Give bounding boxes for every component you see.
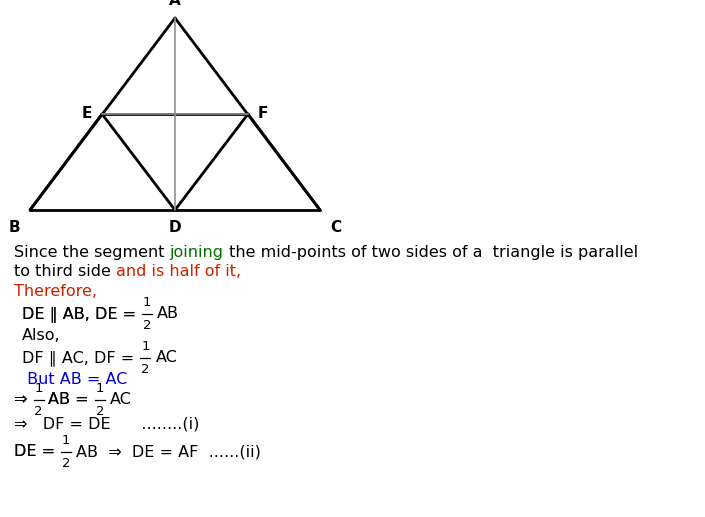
Text: AB: AB [157, 307, 179, 322]
Text: to third side: to third side [14, 265, 116, 280]
Text: 1: 1 [62, 434, 70, 447]
Text: 2: 2 [96, 405, 104, 418]
Text: DE =: DE = [14, 445, 60, 460]
Text: the mid-points of two sides of a  triangle is parallel: the mid-points of two sides of a triangl… [223, 245, 638, 260]
Text: Also,: Also, [22, 328, 61, 343]
Text: D: D [168, 220, 181, 235]
Text: 1: 1 [96, 382, 104, 395]
Text: AB =: AB = [49, 392, 94, 407]
Text: 2: 2 [35, 405, 43, 418]
Text: 2: 2 [141, 363, 149, 376]
Text: DE =: DE = [14, 445, 60, 460]
Text: DE ∥ AB, DE =: DE ∥ AB, DE = [22, 306, 141, 322]
Text: E: E [82, 107, 92, 121]
Text: 1: 1 [141, 340, 149, 353]
Text: and is half of it,: and is half of it, [116, 265, 241, 280]
Text: But AB = AC: But AB = AC [22, 373, 128, 388]
Text: AB  ⇒  DE = AF  ......(ii): AB ⇒ DE = AF ......(ii) [76, 445, 261, 460]
Text: 1: 1 [143, 296, 152, 309]
Text: B: B [8, 220, 20, 235]
Text: A: A [169, 0, 181, 8]
Text: DF ∥ AC, DF =: DF ∥ AC, DF = [22, 350, 140, 366]
Text: F: F [258, 107, 269, 121]
Text: AC: AC [155, 351, 177, 366]
Text: 2: 2 [143, 319, 152, 332]
Text: ⇒: ⇒ [14, 392, 32, 407]
Text: AB =: AB = [49, 392, 94, 407]
Text: joining: joining [170, 245, 223, 260]
Text: DE ∥ AB, DE =: DE ∥ AB, DE = [22, 306, 141, 322]
Text: C: C [330, 220, 341, 235]
Text: ⇒: ⇒ [14, 392, 32, 407]
Text: ⇒   DF = DE      ........(i): ⇒ DF = DE ........(i) [14, 417, 200, 432]
Text: AC: AC [110, 392, 132, 407]
Text: 2: 2 [62, 457, 70, 470]
Text: 1: 1 [35, 382, 43, 395]
Text: Since the segment: Since the segment [14, 245, 170, 260]
Text: Therefore,: Therefore, [14, 284, 97, 299]
